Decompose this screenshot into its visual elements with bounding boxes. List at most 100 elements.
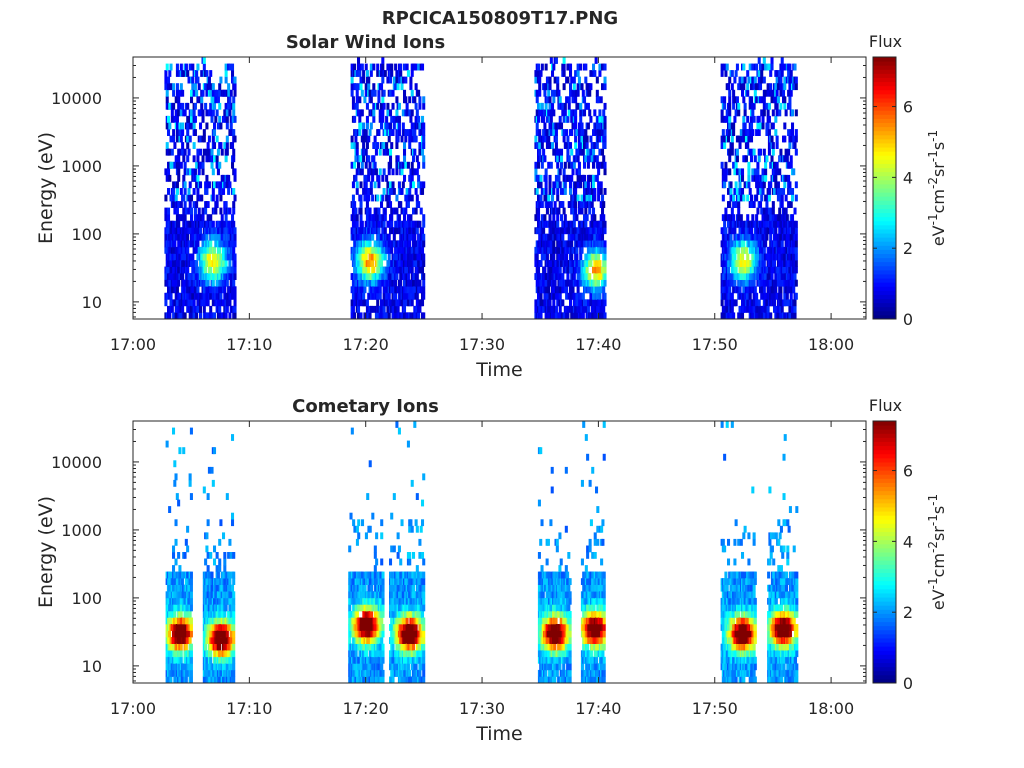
heatmap-cell [594, 240, 598, 248]
heatmap-cell [404, 207, 408, 215]
heatmap-cell [184, 676, 188, 684]
heatmap-cell [728, 201, 732, 208]
heatmap-cell [742, 115, 746, 123]
heatmap-cell [761, 174, 765, 182]
heatmap-cell [780, 227, 784, 235]
heatmap-cell [172, 89, 176, 97]
heatmap-cell [396, 155, 400, 163]
heatmap-cell [793, 142, 797, 149]
heatmap-cell [580, 207, 584, 215]
heatmap-cell [590, 214, 594, 222]
heatmap-cell [206, 148, 210, 156]
heatmap-cell [233, 83, 237, 91]
heatmap-cell [421, 227, 425, 235]
heatmap-cell [562, 83, 566, 91]
heatmap-cell [562, 207, 566, 215]
heatmap-cell [177, 279, 181, 287]
heatmap-cell [213, 545, 217, 553]
heatmap-cell [776, 220, 780, 228]
heatmap-cell [386, 63, 390, 71]
heatmap-cell [376, 194, 380, 202]
heatmap-cell [565, 129, 569, 136]
heatmap-cell [776, 96, 780, 104]
heatmap-cell [229, 273, 233, 280]
heatmap-cell [787, 70, 791, 77]
heatmap-cell [566, 135, 570, 143]
heatmap-cell [197, 168, 201, 176]
heatmap-cell [778, 214, 782, 222]
heatmap-cell [381, 96, 385, 104]
heatmap-cell [770, 63, 774, 71]
heatmap-cell [739, 129, 743, 136]
heatmap-cell [403, 214, 407, 222]
heatmap-cell [720, 142, 724, 149]
heatmap-cell [362, 292, 366, 300]
heatmap-cell [350, 83, 354, 91]
heatmap-cell [413, 286, 417, 294]
heatmap-cell [381, 194, 385, 202]
heatmap-cell [390, 220, 394, 228]
heatmap-cell [174, 312, 178, 320]
heatmap-cell [189, 493, 193, 500]
heatmap-cell [364, 135, 368, 143]
heatmap-cell [355, 70, 359, 77]
heatmap-cell [362, 155, 366, 163]
heatmap-cell [188, 63, 192, 71]
heatmap-cell [175, 89, 179, 97]
heatmap-cell [584, 76, 588, 84]
heatmap-cell [574, 181, 578, 189]
heatmap-cell [724, 168, 728, 176]
heatmap-cell [225, 148, 229, 156]
colorbar-step [873, 192, 896, 197]
heatmap-cell [552, 188, 556, 195]
heatmap-cell [358, 299, 362, 307]
heatmap-cell [396, 299, 400, 307]
heatmap-cell [422, 96, 426, 104]
heatmap-cell [390, 142, 394, 149]
heatmap-cell [205, 233, 209, 241]
heatmap-cell [378, 148, 382, 156]
heatmap-cell [773, 292, 777, 300]
heatmap-cell [187, 115, 191, 123]
heatmap-cell [173, 142, 177, 149]
heatmap-cell [563, 188, 567, 195]
heatmap-cell [771, 214, 775, 222]
heatmap-cell [213, 558, 217, 566]
heatmap-cell [201, 214, 205, 222]
heatmap-cell [552, 181, 556, 189]
heatmap-cell [231, 63, 235, 71]
heatmap-cell [231, 266, 235, 274]
colorbar-step [873, 61, 896, 66]
heatmap-cell [359, 194, 363, 202]
heatmap-cell [538, 89, 542, 97]
heatmap-cell [755, 260, 759, 267]
heatmap-cell [175, 115, 179, 123]
heatmap-cell [220, 220, 224, 228]
heatmap-cell [720, 63, 724, 71]
heatmap-cell [205, 122, 209, 130]
heatmap-cell [730, 305, 734, 313]
heatmap-cell [184, 227, 188, 235]
heatmap-cell [583, 96, 587, 104]
heatmap-cell [222, 260, 226, 267]
heatmap-cell [182, 174, 186, 182]
colorbar-step [873, 224, 896, 230]
heatmap-cell [195, 292, 199, 300]
heatmap-cell [575, 312, 579, 320]
heatmap-cell [382, 292, 386, 300]
heatmap-cell [595, 76, 599, 84]
heatmap-cell [737, 201, 741, 208]
heatmap-cell [353, 214, 357, 222]
heatmap-cell [743, 305, 747, 313]
heatmap-cell [540, 188, 544, 195]
heatmap-cell [359, 122, 363, 130]
heatmap-cell [200, 102, 204, 110]
heatmap-cell [233, 286, 237, 294]
heatmap-cell [387, 168, 391, 176]
heatmap-cell [417, 174, 421, 182]
heatmap-cell [378, 168, 382, 176]
heatmap-cell [218, 273, 222, 280]
heatmap-cell [791, 312, 795, 320]
colorbar-step [873, 97, 896, 103]
heatmap-cell [167, 207, 171, 215]
